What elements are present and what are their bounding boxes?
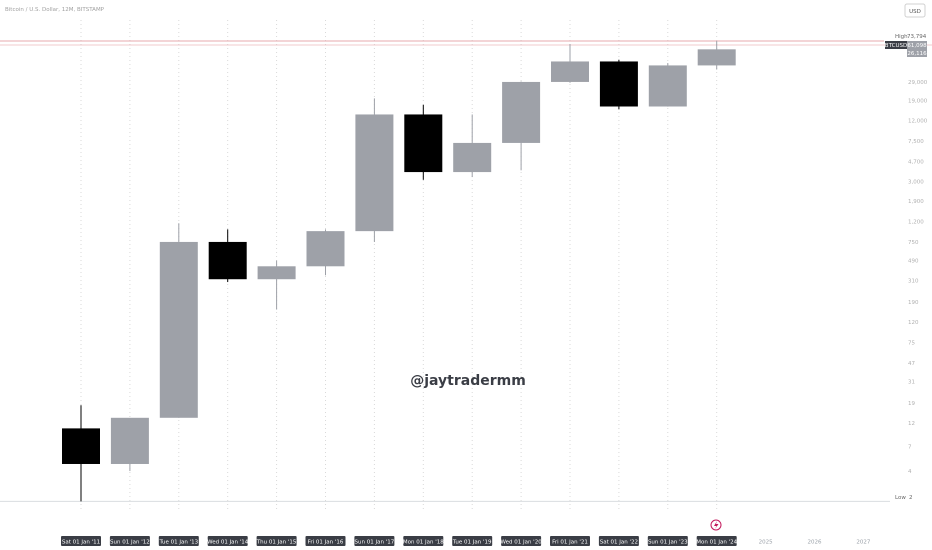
candle-body	[110, 417, 149, 464]
price-tag-bg	[907, 41, 927, 49]
x-label-bg	[452, 536, 493, 546]
candle-body	[355, 114, 394, 232]
candle-body	[208, 241, 247, 280]
x-label-bg	[61, 536, 101, 546]
x-tick-label-future: 2027	[856, 540, 870, 546]
x-tick-label: Sun 01 Jan '23	[648, 540, 688, 546]
low-marker: Low 2	[895, 495, 913, 501]
x-label-bg	[305, 536, 346, 546]
x-tick-label-future: 2026	[808, 540, 822, 546]
y-tick-label: 31	[908, 379, 915, 385]
candle-body	[599, 61, 638, 107]
overlay-layer: 4712193147751201903104907501,2001,9003,0…	[61, 80, 928, 546]
price-label: 61,098	[907, 43, 927, 49]
x-label-bg	[501, 536, 542, 546]
y-tick-label: 12,000	[908, 119, 928, 125]
x-label-bg	[403, 536, 444, 546]
y-tick-label: 190	[908, 300, 919, 306]
x-label-bg	[354, 536, 395, 546]
x-tick-label: Sun 01 Jan '12	[110, 540, 150, 546]
y-tick-label: 7	[908, 445, 912, 451]
candle-body	[159, 241, 198, 418]
y-tick-label: 120	[908, 320, 919, 326]
y-tick-label: 47	[908, 361, 915, 367]
countdown-tag-bg	[907, 49, 927, 57]
x-label-bg	[598, 536, 639, 546]
low-label: Low	[895, 495, 906, 501]
candle-body	[62, 428, 100, 464]
x-tick-label: Fri 01 Jan '16	[308, 540, 344, 546]
x-tick-label: Sat 01 Jan '22	[600, 540, 638, 546]
y-tick-label: 75	[908, 341, 915, 347]
y-tick-label: 1,200	[908, 219, 924, 225]
x-tick-label: Sun 01 Jan '17	[355, 540, 395, 546]
x-tick-label: Sat 01 Jan '11	[62, 540, 100, 546]
y-tick-label: 4	[908, 469, 912, 475]
high-marker: High 73,794	[895, 34, 927, 40]
y-tick-label: 490	[908, 259, 919, 265]
candle-layer	[62, 41, 736, 502]
candle-body	[551, 61, 589, 82]
currency-selector[interactable]	[904, 3, 926, 18]
lightning-bolt-icon[interactable]	[710, 519, 722, 531]
series-title: Bitcoin / U.S. Dollar, 12M, BITSTAMP	[5, 7, 105, 13]
y-tick-label: 19	[908, 401, 915, 407]
x-label-bg	[109, 536, 150, 546]
grid-layer	[0, 20, 932, 512]
x-tick-label: Tue 01 Jan '13	[158, 540, 198, 546]
x-tick-label-future: 2025	[759, 540, 773, 546]
y-tick-label: 4,700	[908, 160, 924, 166]
candle-body	[453, 142, 492, 173]
high-label: High	[895, 34, 908, 40]
candle-body	[697, 49, 736, 66]
currency-label: USD	[909, 9, 921, 15]
candle-body	[306, 231, 345, 267]
x-tick-label: Mon 01 Jan '24	[696, 540, 737, 546]
symbol-tag-bg	[885, 41, 907, 49]
x-label-bg	[256, 536, 297, 546]
x-label-bg	[647, 536, 688, 546]
y-tick-label: 7,500	[908, 139, 924, 145]
low-value: 2	[909, 495, 913, 501]
x-tick-label: Wed 01 Jan '20	[500, 540, 542, 546]
y-tick-label: 3,000	[908, 179, 924, 185]
candle-body	[648, 65, 687, 107]
x-tick-label: Fri 01 Jan '21	[552, 540, 588, 546]
x-label-bg	[550, 536, 590, 546]
candle-body	[257, 266, 296, 280]
y-tick-label: 1,900	[908, 199, 924, 205]
x-label-bg	[158, 536, 199, 546]
x-tick-label: Mon 01 Jan '18	[403, 540, 444, 546]
y-tick-label: 750	[908, 240, 919, 246]
x-label-bg	[207, 536, 248, 546]
candle-body	[502, 81, 541, 143]
symbol-price-tag: BTCUSD 61,098 26,116	[885, 41, 927, 57]
x-tick-label: Tue 01 Jan '19	[452, 540, 492, 546]
watermark-text: @jaytradermm	[410, 373, 526, 389]
y-tick-label: 19,000	[908, 98, 928, 104]
y-tick-label: 12	[908, 421, 915, 427]
x-tick-label: Wed 01 Jan '14	[207, 540, 249, 546]
candle-body	[404, 114, 443, 173]
high-value: 73,794	[907, 34, 927, 40]
x-label-bg	[696, 536, 737, 546]
x-tick-label: Thu 01 Jan '15	[256, 540, 297, 546]
y-tick-label: 29,000	[908, 80, 928, 86]
y-tick-label: 310	[908, 279, 919, 285]
countdown-label: 26,116	[907, 51, 927, 57]
symbol-label: BTCUSD	[885, 43, 907, 49]
